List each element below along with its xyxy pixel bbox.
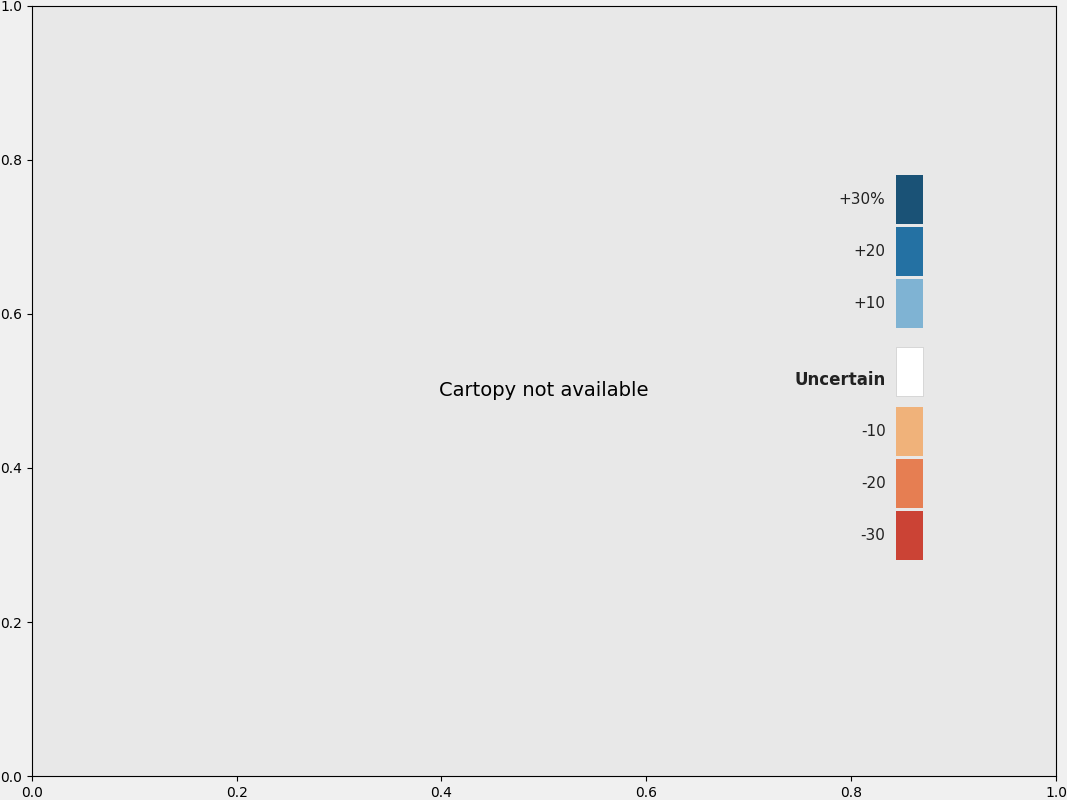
Text: +10: +10	[854, 296, 886, 311]
Text: +20: +20	[854, 244, 886, 259]
Text: Cartopy not available: Cartopy not available	[440, 382, 649, 400]
Text: -30: -30	[861, 528, 886, 543]
Text: Uncertain: Uncertain	[794, 371, 886, 390]
Text: -20: -20	[861, 476, 886, 491]
Text: -10: -10	[861, 424, 886, 439]
Text: +30%: +30%	[839, 192, 886, 207]
